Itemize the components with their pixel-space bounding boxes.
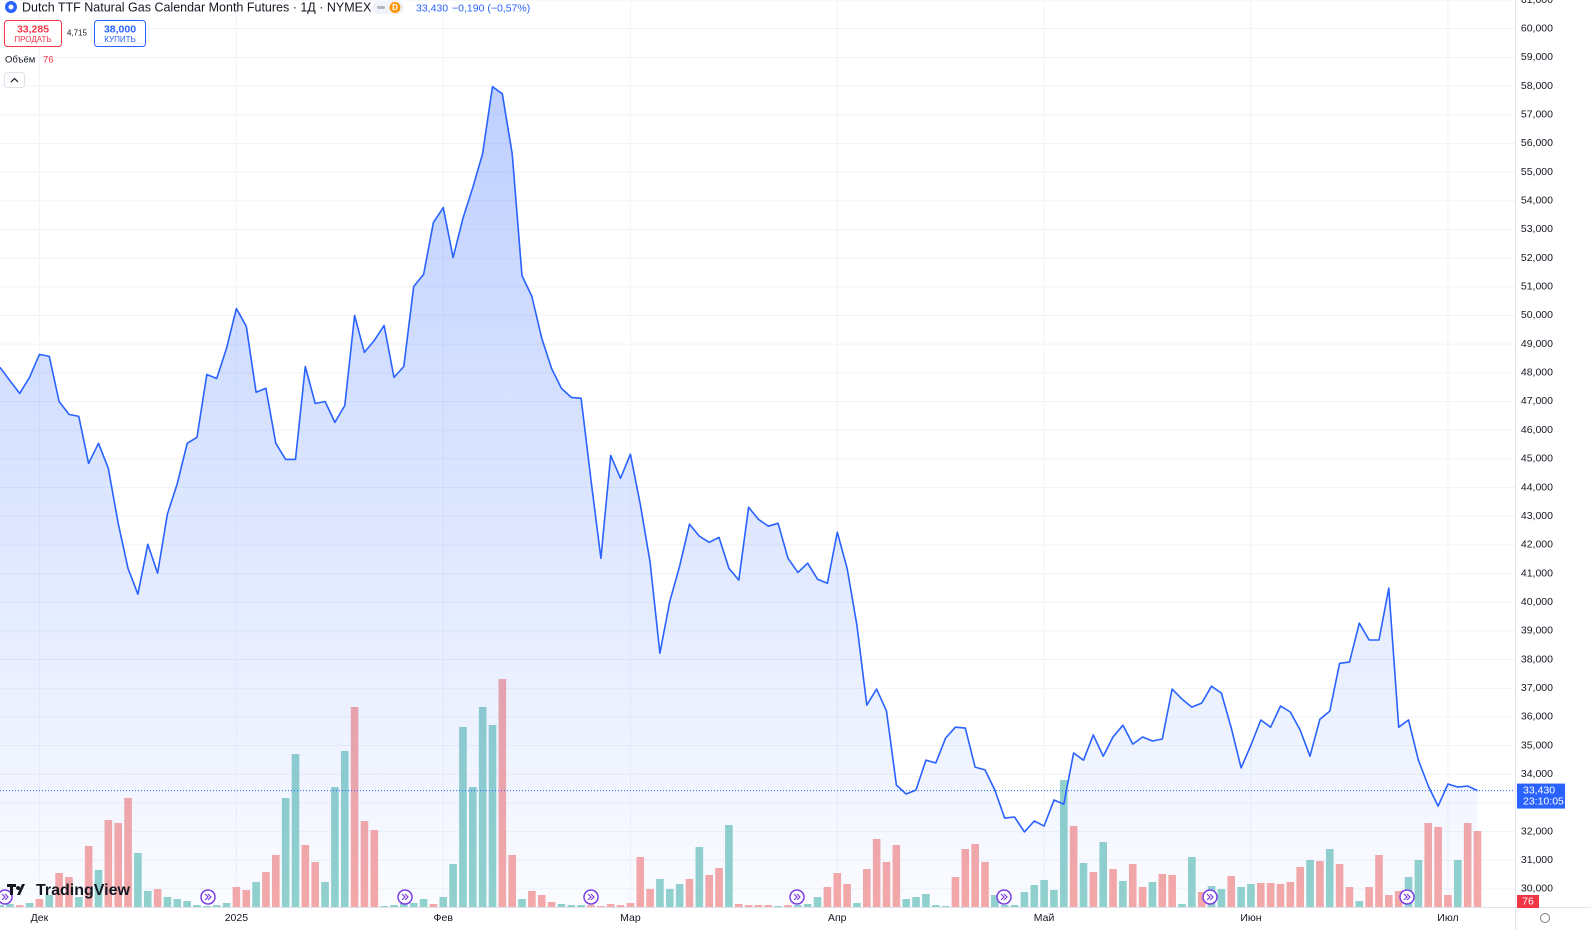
collapse-icon xyxy=(10,77,19,83)
x-tick-label: Дек xyxy=(31,912,49,924)
y-tick-label: 42,000 xyxy=(1521,539,1553,551)
y-tick-label: 45,000 xyxy=(1521,453,1553,465)
price-line xyxy=(0,85,1478,833)
y-tick-label: 57,000 xyxy=(1521,108,1553,120)
x-tick-label: Мар xyxy=(620,912,641,924)
volume-last-label: 76 xyxy=(1522,895,1534,907)
last-price-label: 33,430 xyxy=(1523,784,1555,796)
y-tick-label: 56,000 xyxy=(1521,137,1553,149)
logo: TradingView xyxy=(36,882,131,899)
y-tick-label: 43,000 xyxy=(1521,510,1553,522)
event-marker-icon xyxy=(793,893,801,901)
area xyxy=(0,86,1478,908)
y-tick-label: 41,000 xyxy=(1521,567,1553,579)
last-price-box xyxy=(1517,783,1565,809)
sell-button[interactable] xyxy=(4,20,62,47)
y-tick-label: 60,000 xyxy=(1521,22,1553,34)
y-tick-label: 54,000 xyxy=(1521,195,1553,207)
badge-icon xyxy=(377,6,385,9)
y-tick-label: 40,000 xyxy=(1521,596,1553,608)
y-tick-label: 44,000 xyxy=(1521,481,1553,493)
axes: 30,00031,00032,00033,00034,00035,00036,0… xyxy=(0,0,1565,924)
volume-last-box xyxy=(1517,895,1539,908)
y-tick-label: 49,000 xyxy=(1521,338,1553,350)
y-tick-label: 52,000 xyxy=(1521,252,1553,264)
y-tick-label: 39,000 xyxy=(1521,625,1553,637)
y-tick-label: 51,000 xyxy=(1521,281,1553,293)
y-tick-label: 50,000 xyxy=(1521,309,1553,321)
collapse-button[interactable] xyxy=(4,72,25,88)
buy-price: 38,000 xyxy=(104,23,136,35)
settings-icon[interactable] xyxy=(1540,913,1550,923)
logo-icon xyxy=(7,884,25,895)
badge-icon xyxy=(389,2,401,13)
x-tick-label: Июл xyxy=(1437,912,1458,924)
spread: 4,715 xyxy=(67,29,88,38)
event-marker-icon xyxy=(1,893,9,901)
event-marker-icon xyxy=(1000,893,1008,901)
y-tick-label: 36,000 xyxy=(1521,711,1553,723)
sell-label: ПРОДАТЬ xyxy=(14,35,51,44)
badge-text: D xyxy=(392,3,398,12)
buy-button[interactable] xyxy=(94,20,146,47)
y-tick-label: 47,000 xyxy=(1521,395,1553,407)
y-tick-label: 30,000 xyxy=(1521,883,1553,895)
y-tick-label: 59,000 xyxy=(1521,51,1553,63)
chart-title: Dutch TTF Natural Gas Calendar Month Fut… xyxy=(22,0,372,14)
event-marker xyxy=(0,889,13,905)
event-marker-icon xyxy=(401,893,409,901)
buy-label: КУПИТЬ xyxy=(104,35,135,44)
y-tick-label: 35,000 xyxy=(1521,739,1553,751)
y-tick-label: 53,000 xyxy=(1521,223,1553,235)
x-tick-label: Фев xyxy=(434,912,454,924)
x-tick-label: Май xyxy=(1034,912,1055,924)
y-tick-label: 61,000 xyxy=(1521,0,1553,6)
y-tick-label: 34,000 xyxy=(1521,768,1553,780)
sell-price: 33,285 xyxy=(17,23,49,35)
y-tick-label: 32,000 xyxy=(1521,825,1553,837)
volume-legend: Объём xyxy=(5,55,35,66)
y-tick-label: 48,000 xyxy=(1521,367,1553,379)
price-change: −0,190 (−0,57%) xyxy=(452,2,530,14)
y-tick-label: 58,000 xyxy=(1521,80,1553,92)
x-tick-label: 2025 xyxy=(225,912,249,924)
y-tick-label: 38,000 xyxy=(1521,653,1553,665)
x-tick-label: Апр xyxy=(828,912,847,924)
event-marker-icon xyxy=(1206,893,1214,901)
event-marker-icon xyxy=(204,893,212,901)
y-tick-label: 37,000 xyxy=(1521,682,1553,694)
symbol-icon xyxy=(8,4,14,10)
price-pane xyxy=(0,85,1478,908)
y-tick-label: 55,000 xyxy=(1521,166,1553,178)
y-tick-label: 46,000 xyxy=(1521,424,1553,436)
event-marker-icon xyxy=(587,893,595,901)
volume-legend-value: 76 xyxy=(43,55,54,66)
x-tick-label: Июн xyxy=(1240,912,1261,924)
event-marker-icon xyxy=(1403,893,1411,901)
countdown: 23:10:05 xyxy=(1523,795,1564,807)
last-price: 33,430 xyxy=(416,2,448,14)
y-tick-label: 31,000 xyxy=(1521,854,1553,866)
